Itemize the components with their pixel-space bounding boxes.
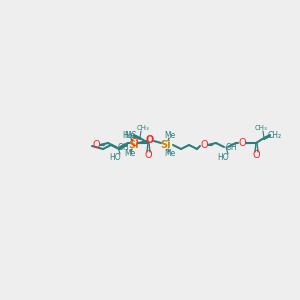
Text: O: O: [144, 150, 152, 160]
Text: Si: Si: [129, 140, 139, 150]
Text: O: O: [92, 140, 100, 150]
Text: O: O: [252, 150, 260, 160]
Text: CH₃: CH₃: [136, 125, 149, 131]
Text: Me: Me: [164, 131, 175, 140]
Text: CH₂: CH₂: [268, 130, 282, 140]
Text: HO: HO: [217, 154, 229, 163]
Text: H₂C: H₂C: [122, 130, 136, 140]
Text: O: O: [130, 138, 138, 148]
Text: OH: OH: [118, 142, 130, 152]
Text: O: O: [238, 138, 246, 148]
Text: Si: Si: [161, 140, 171, 150]
Text: HO: HO: [109, 154, 121, 163]
Text: O: O: [200, 140, 208, 150]
Text: Me: Me: [164, 149, 175, 158]
Text: OH: OH: [226, 142, 238, 152]
Text: Me: Me: [124, 149, 136, 158]
Text: Me: Me: [124, 131, 136, 140]
Text: O: O: [146, 135, 154, 145]
Text: CH₃: CH₃: [255, 125, 267, 131]
